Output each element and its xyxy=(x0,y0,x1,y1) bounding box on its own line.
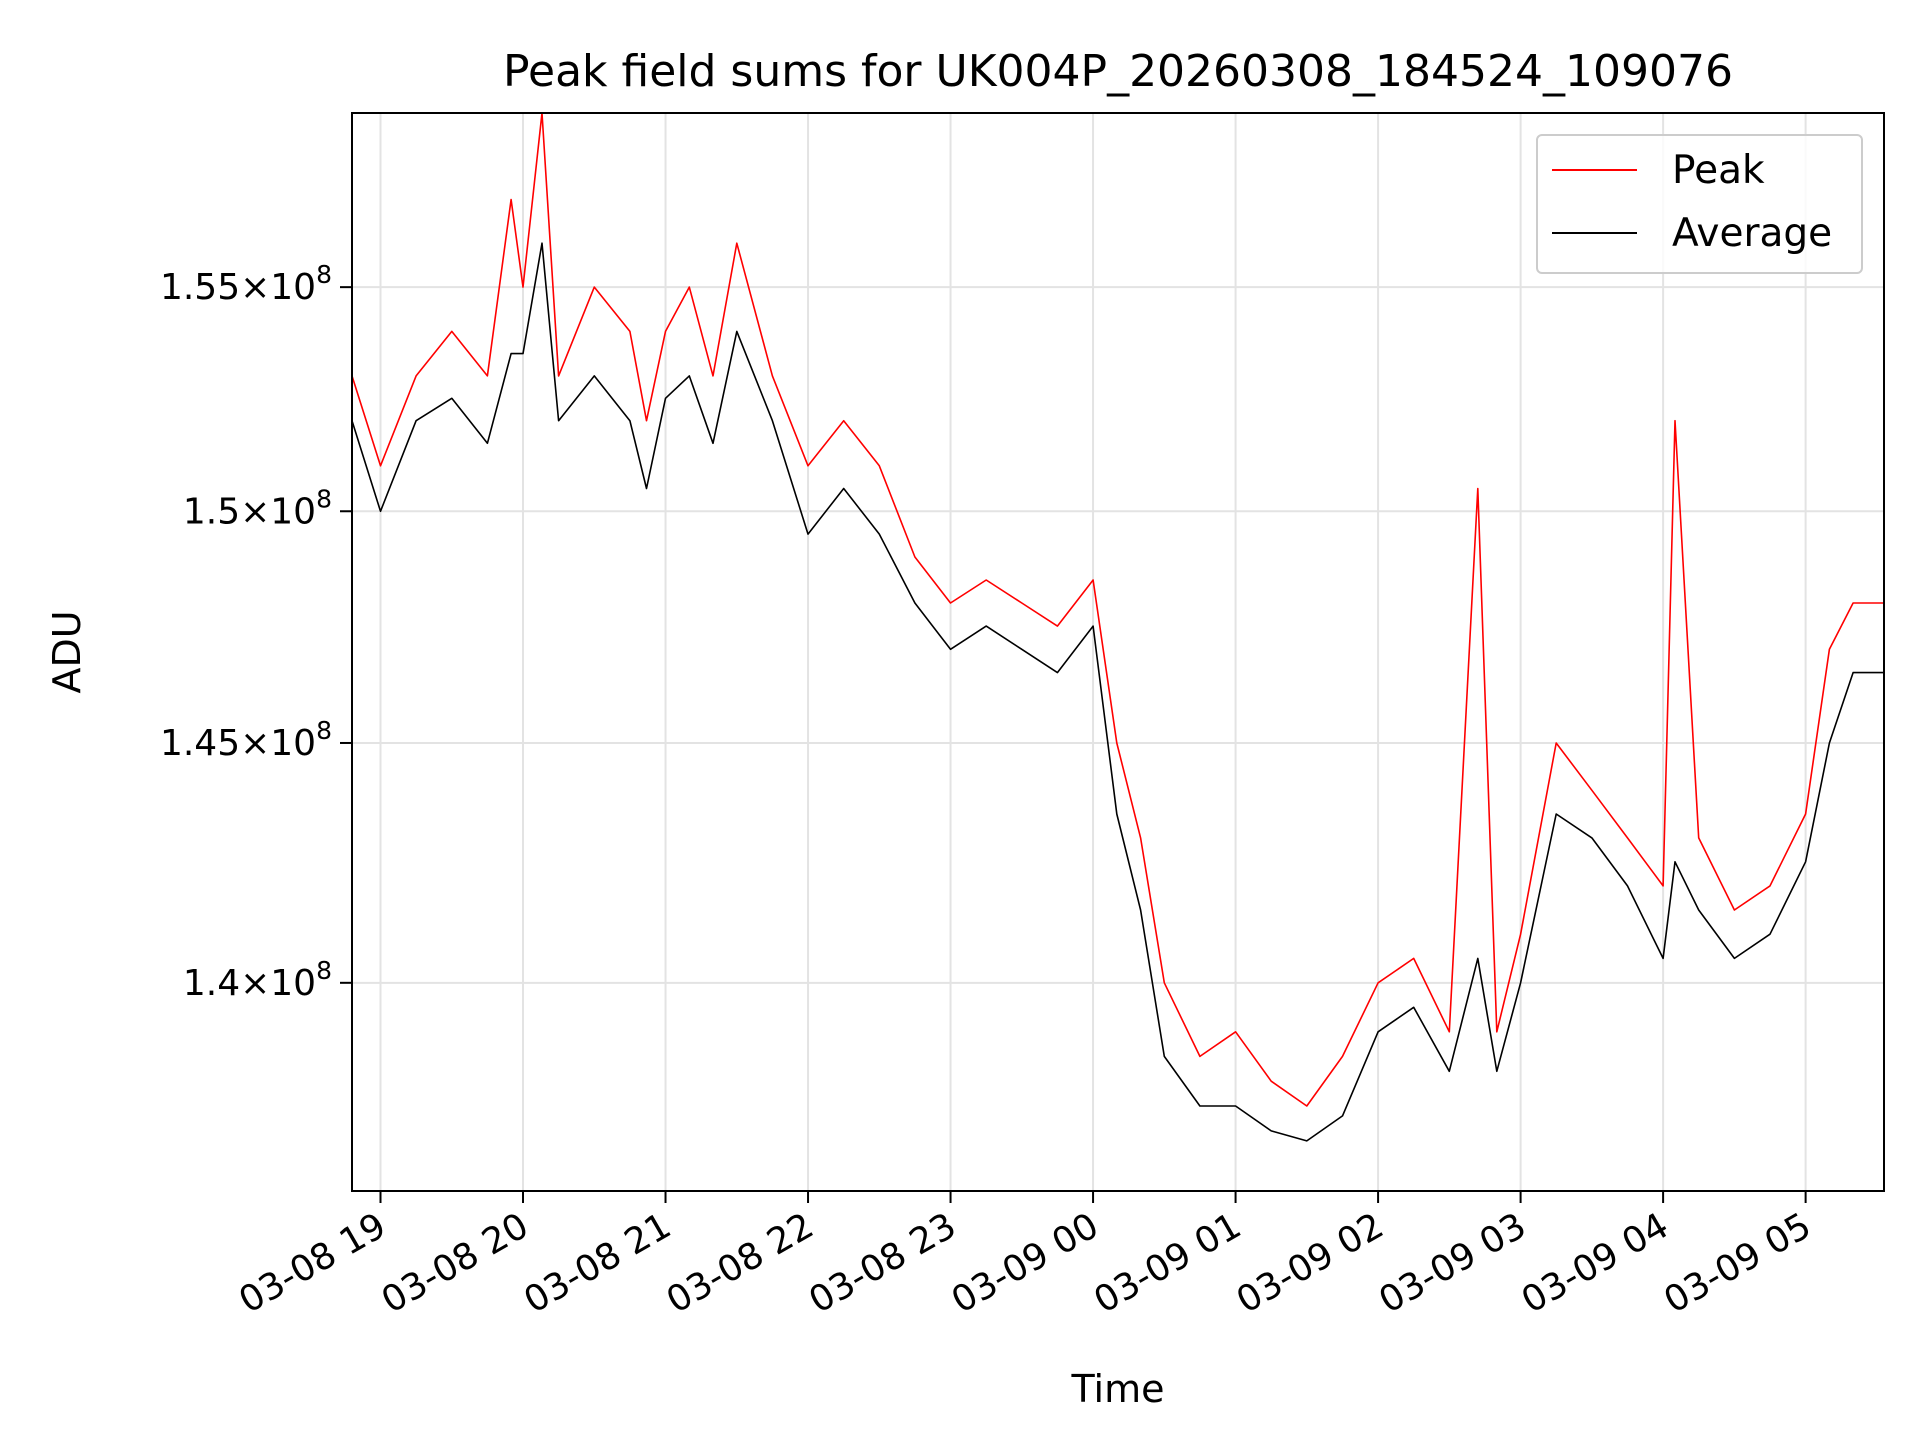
y-tick-exponent: 8 xyxy=(316,716,332,745)
y-tick-label: 1.4×108 xyxy=(183,956,332,1004)
chart-title: Peak field sums for UK004P_20260308_1845… xyxy=(503,46,1733,97)
y-tick-exponent: 8 xyxy=(316,484,332,513)
legend-peak-label: Peak xyxy=(1672,148,1765,193)
y-tick-label: 1.5×108 xyxy=(183,484,332,532)
y-tick-times-ten: ×10 xyxy=(240,491,316,532)
series-lines xyxy=(351,112,1884,1142)
y-axis-label: ADU xyxy=(45,610,89,693)
y-tick-mantissa: 1.55 xyxy=(160,267,240,308)
y-tick-mantissa: 1.45 xyxy=(160,723,240,764)
legend: Peak Average xyxy=(1536,134,1863,274)
x-axis-label: Time xyxy=(1071,1367,1165,1411)
y-tick-label: 1.55×108 xyxy=(160,260,332,308)
y-tick-mantissa: 1.4 xyxy=(183,963,240,1004)
y-tick-exponent: 8 xyxy=(316,956,332,985)
y-tick-times-ten: ×10 xyxy=(240,723,316,764)
series-line-peak xyxy=(351,112,1884,1107)
plot-frame xyxy=(351,112,1885,1192)
series-line-average xyxy=(351,242,1884,1142)
y-tick-exponent: 8 xyxy=(316,260,332,289)
y-tick-label: 1.45×108 xyxy=(160,716,332,764)
y-tick-times-ten: ×10 xyxy=(240,963,316,1004)
y-tick-mantissa: 1.5 xyxy=(183,491,240,532)
y-tick-times-ten: ×10 xyxy=(240,267,316,308)
legend-average-label: Average xyxy=(1672,211,1832,256)
grid-lines xyxy=(352,113,1884,1191)
